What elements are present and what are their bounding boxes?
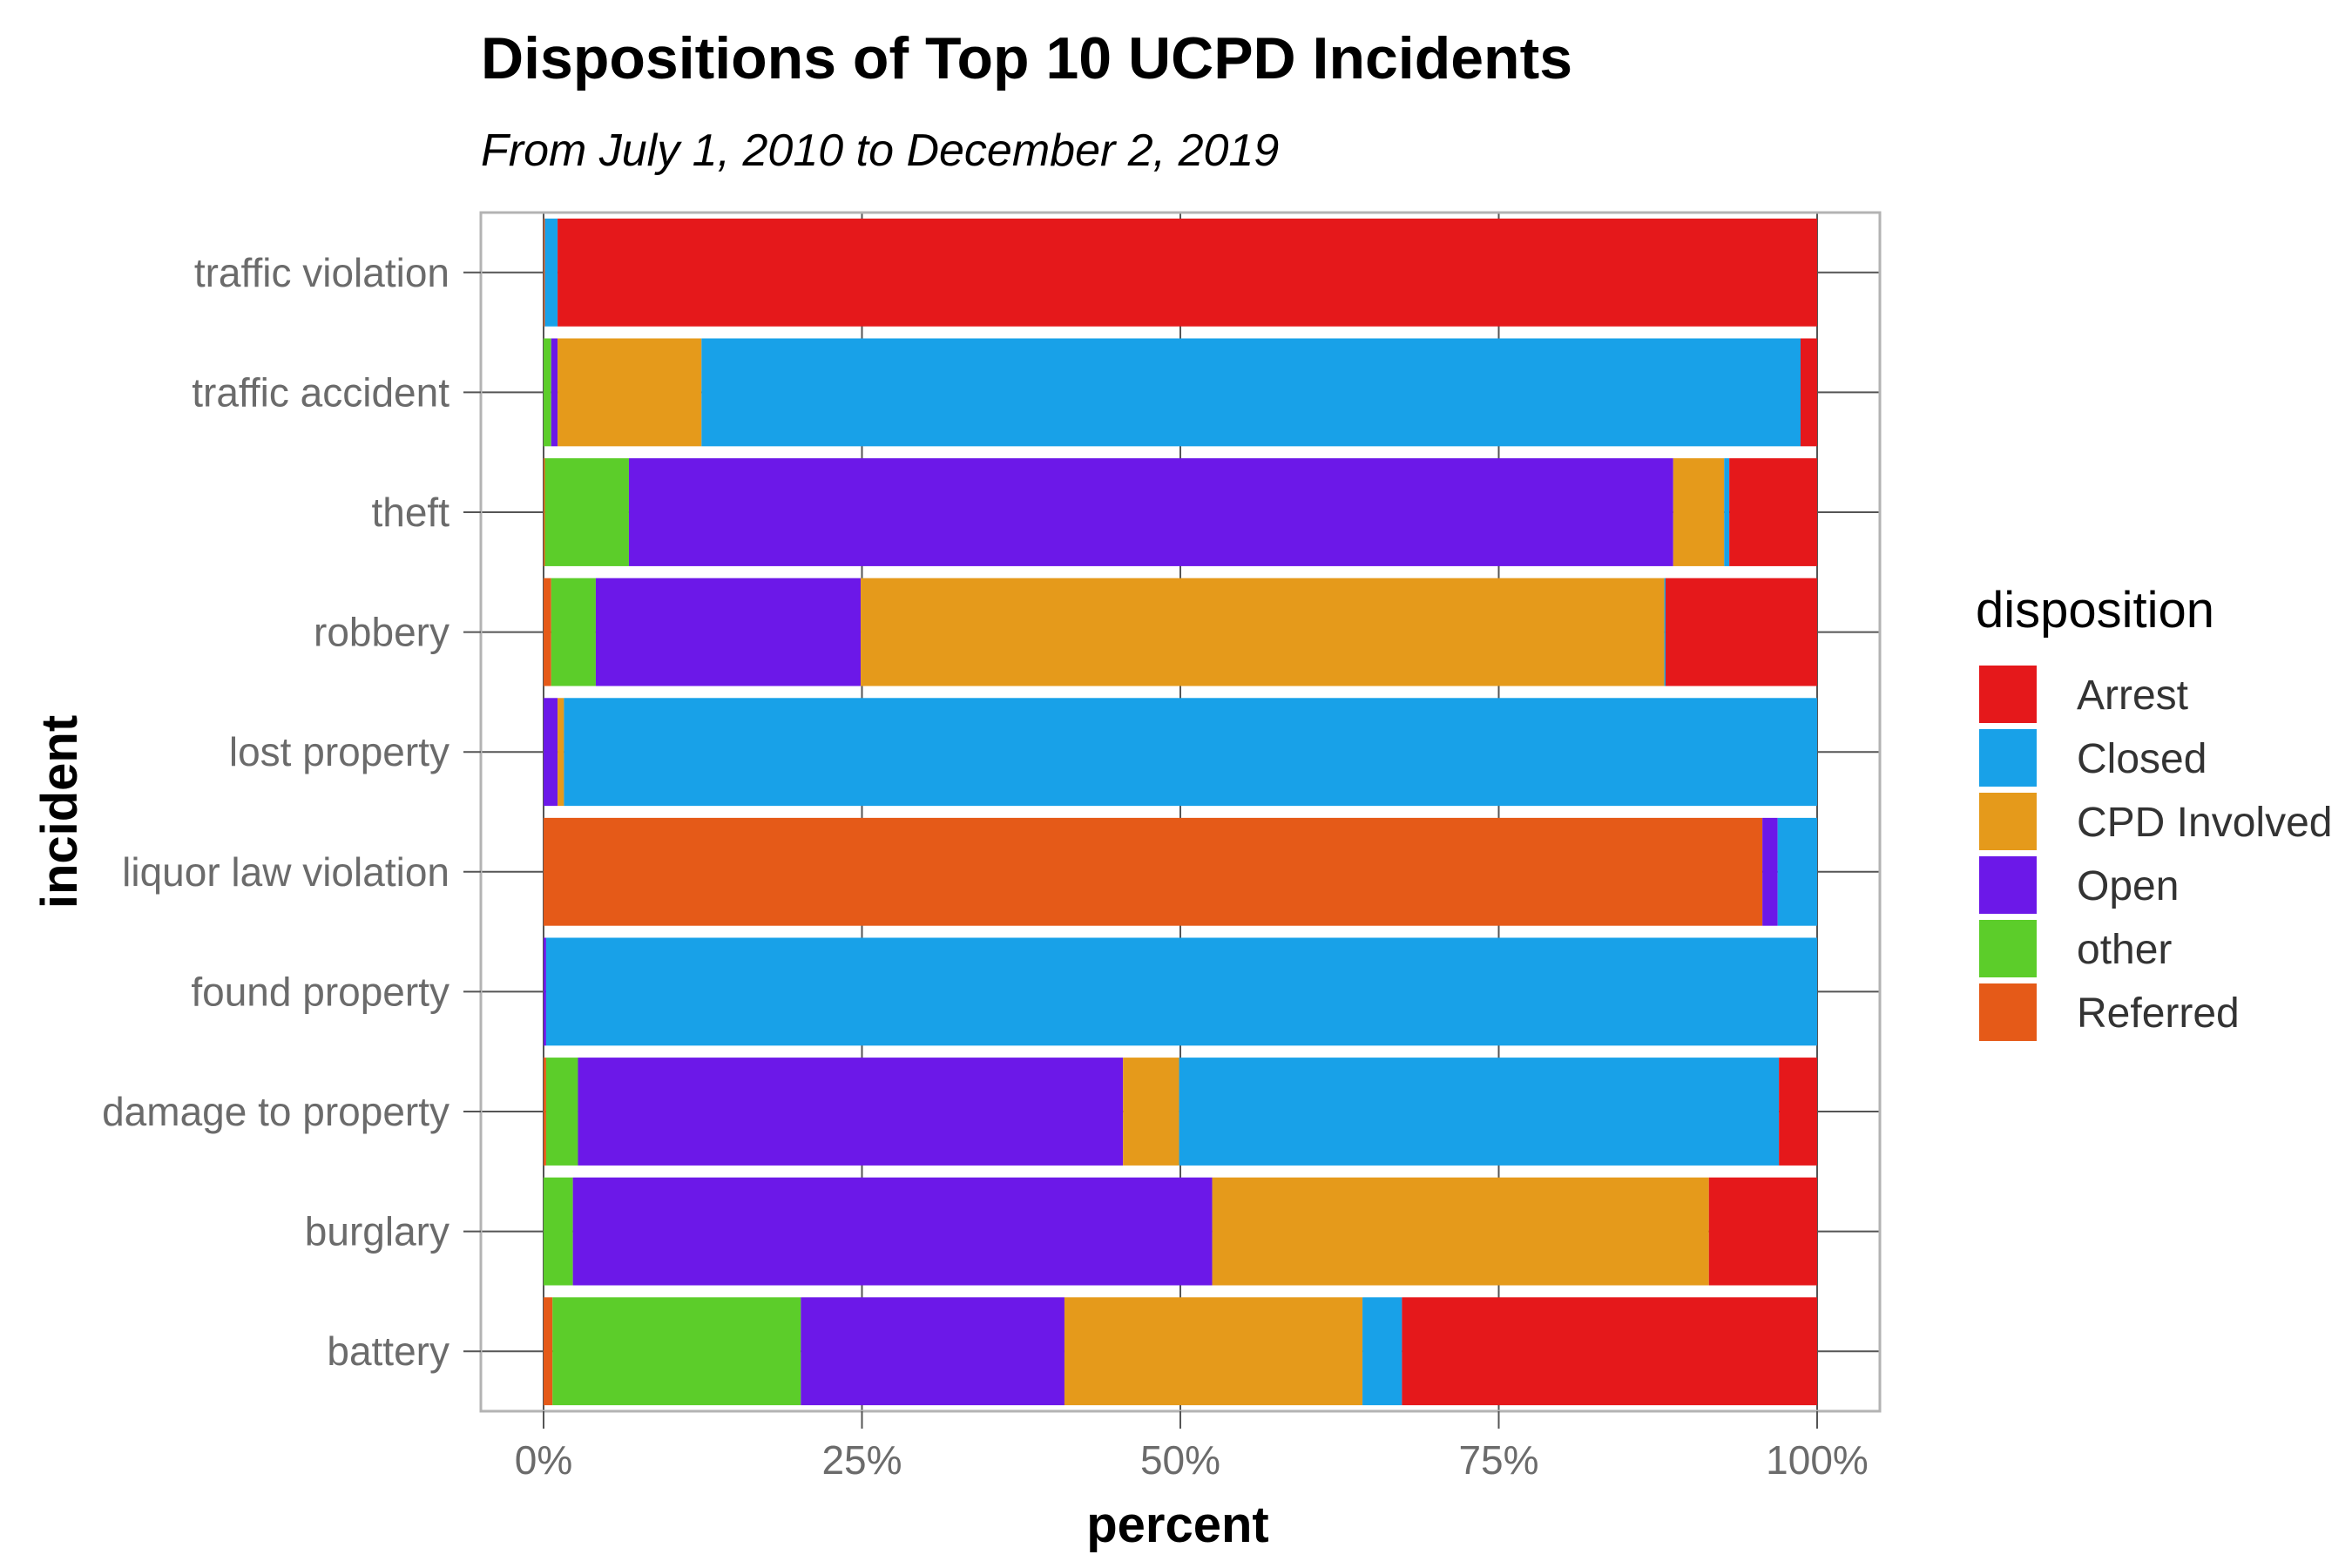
bar-segment-open <box>551 338 558 447</box>
y-tick-label: burglary <box>305 1209 449 1254</box>
y-tick-label: found property <box>191 969 449 1014</box>
legend-label: CPD Involved <box>2077 800 2332 846</box>
y-axis-title: incident <box>31 715 88 909</box>
legend: disposition Arrest Closed CPD Involved Open… <box>1976 582 2332 1041</box>
x-tick-label: 0% <box>515 1437 572 1483</box>
bar-segment-closed <box>1724 458 1730 566</box>
bar-segment-arrest <box>1708 1177 1817 1286</box>
bar-segment-cpd-involved <box>1212 1177 1709 1286</box>
bar-segment-open <box>578 1058 1124 1166</box>
bar-segment-referred <box>544 578 551 686</box>
y-tick-label: damage to property <box>102 1089 449 1134</box>
bar-segment-open <box>595 578 862 686</box>
bar-segment-cpd-involved <box>558 338 702 447</box>
y-tick-label: robbery <box>314 610 449 655</box>
bar-segment-closed <box>1664 578 1666 686</box>
legend-label: other <box>2077 927 2172 973</box>
bar-segment-arrest <box>1779 1058 1817 1166</box>
bar-segment-open <box>801 1297 1064 1406</box>
bar-segment-closed <box>701 338 1801 447</box>
x-tick-label: 75% <box>1458 1437 1538 1483</box>
x-axis-title: percent <box>1086 1497 1269 1553</box>
bar-segment-closed <box>545 937 1817 1046</box>
x-tick-label: 100% <box>1766 1437 1869 1483</box>
x-tick-label: 25% <box>821 1437 902 1483</box>
legend-label: Referred <box>2077 990 2240 1037</box>
x-tick-label: 50% <box>1140 1437 1220 1483</box>
bar-segment-arrest <box>1800 338 1817 447</box>
bar-segment-arrest <box>1729 458 1817 566</box>
bar-segment-referred <box>544 1058 546 1166</box>
y-tick-label: lost property <box>229 729 449 774</box>
chart-subtitle: From July 1, 2010 to December 2, 2019 <box>481 125 1279 176</box>
bar-segment-other <box>551 578 596 686</box>
bar-segment-referred <box>544 1297 553 1406</box>
bar-segment-other <box>544 458 629 566</box>
bar-segment-other <box>545 1058 578 1166</box>
bar-segment-cpd-involved <box>1064 1297 1363 1406</box>
bar-segment-cpd-involved <box>1123 1058 1179 1166</box>
legend-title: disposition <box>1976 582 2214 639</box>
bar-segment-closed <box>544 218 558 327</box>
bar-segment-other <box>544 1177 573 1286</box>
bar-segment-closed <box>564 698 1817 807</box>
bar-segment-cpd-involved <box>1673 458 1725 566</box>
legend-swatch <box>1979 729 2037 787</box>
bar-segment-arrest <box>1666 578 1817 686</box>
bar-segment-referred <box>544 817 1763 926</box>
legend-label: Closed <box>2077 736 2207 782</box>
bar-segment-open <box>628 458 1673 566</box>
chart-title: Dispositions of Top 10 UCPD Incidents <box>481 25 1572 91</box>
legend-swatch <box>1979 983 2037 1041</box>
legend-swatch <box>1979 666 2037 723</box>
legend-label: Arrest <box>2077 672 2188 719</box>
y-axis-ticks: traffic violation traffic accident theft ro… <box>102 250 481 1374</box>
bar-segment-closed <box>1362 1297 1402 1406</box>
bar-segment-other <box>552 1297 801 1406</box>
y-tick-label: traffic accident <box>192 369 449 415</box>
y-tick-label: theft <box>371 490 449 535</box>
bars <box>544 218 1817 1406</box>
bar-segment-open <box>1762 817 1778 926</box>
legend-swatch <box>1979 856 2037 914</box>
legend-swatch <box>1979 920 2037 977</box>
bar-segment-cpd-involved <box>558 698 564 807</box>
x-axis-ticks: 0% 25% 50% 75% 100% <box>515 1411 1869 1483</box>
bar-segment-arrest <box>558 218 1817 327</box>
bar-segment-arrest <box>1402 1297 1817 1406</box>
bar-segment-other <box>544 338 551 447</box>
bar-segment-open <box>544 698 558 807</box>
legend-label: Open <box>2077 863 2179 909</box>
y-tick-label: traffic violation <box>194 250 449 295</box>
bar-segment-cpd-involved <box>861 578 1665 686</box>
legend-swatch <box>1979 793 2037 850</box>
y-tick-label: liquor law violation <box>122 849 449 895</box>
y-tick-label: battery <box>327 1328 449 1374</box>
bar-segment-closed <box>1777 817 1817 926</box>
bar-segment-closed <box>1179 1058 1780 1166</box>
bar-segment-open <box>572 1177 1213 1286</box>
bar-segment-open <box>544 937 546 1046</box>
